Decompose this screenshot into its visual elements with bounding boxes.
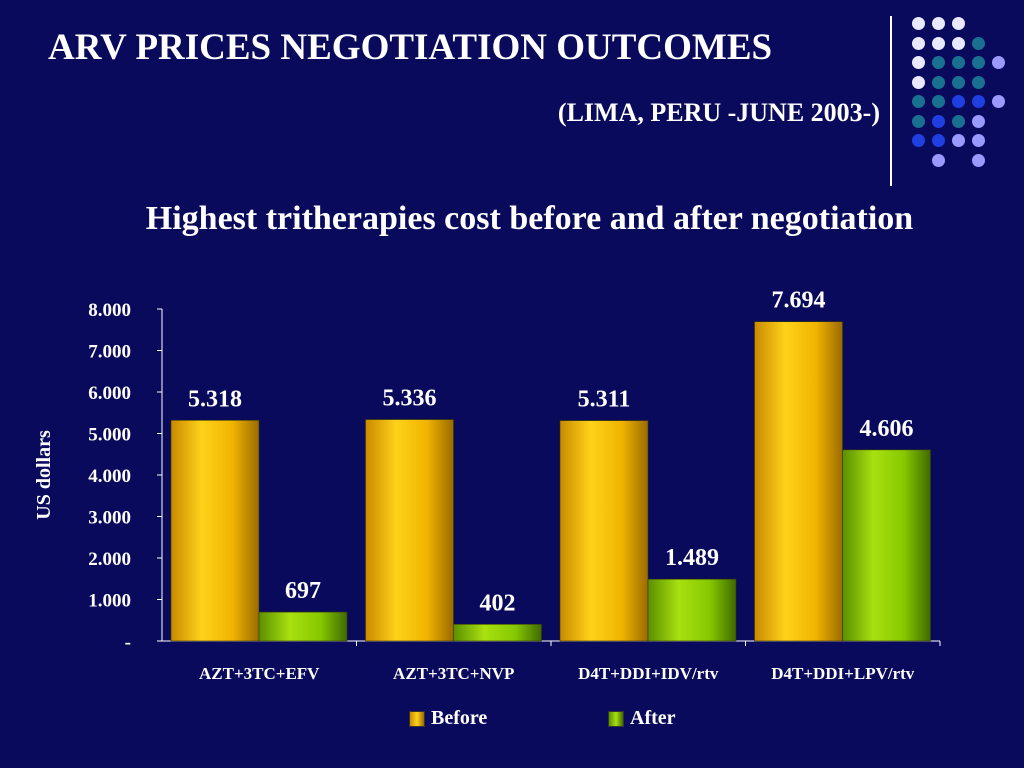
- bar-after: [258, 611, 348, 642]
- decorative-dot: [952, 75, 965, 89]
- decorative-dot: [952, 114, 965, 128]
- data-label: 4.606: [860, 416, 914, 442]
- data-label: 5.336: [383, 386, 437, 412]
- legend-item-after: After: [608, 707, 676, 730]
- decorative-dot: [912, 56, 925, 69]
- decorative-dot: [972, 134, 985, 147]
- legend-item-before: Before: [409, 707, 487, 730]
- legend-swatch-before: [409, 710, 425, 727]
- title-divider: [890, 16, 892, 186]
- chart-title: Highest tritherapies cost before and aft…: [145, 200, 914, 237]
- decorative-dot: [972, 56, 985, 69]
- decorative-dot: [952, 56, 965, 69]
- bar-after: [647, 578, 737, 642]
- decorative-dot: [932, 17, 945, 30]
- decorative-dot: [972, 95, 985, 108]
- decorative-dot: [992, 95, 1005, 108]
- x-tick-label: D4T+DDI+IDV/rtv: [578, 664, 719, 683]
- decorative-dot: [932, 153, 945, 167]
- bar-before: [170, 420, 260, 642]
- decorative-dot: [952, 17, 965, 30]
- decorative-dot: [932, 56, 945, 69]
- decorative-dot: [972, 153, 985, 167]
- decorative-dot: [912, 17, 925, 30]
- decorative-dot: [932, 75, 945, 89]
- decorative-dot: [952, 134, 965, 147]
- decorative-dot: [972, 75, 985, 89]
- decorative-dot: [992, 56, 1005, 69]
- y-tick-label: 1.000: [88, 591, 131, 612]
- bar-after: [453, 624, 542, 642]
- chart-bars: [170, 321, 931, 642]
- chart-axes: - 1.000 2.000 3.000 4.000 5.000 6.000 7.000 8.00…: [33, 300, 941, 683]
- decorative-dot: [952, 95, 965, 108]
- legend-label-after: After: [630, 707, 676, 729]
- decorative-dot: [972, 114, 985, 128]
- y-tick-label: 8.000: [88, 300, 131, 321]
- chart-legend: Before After: [0, 707, 1024, 735]
- decorative-dot: [972, 36, 985, 50]
- y-tick-label: 4.000: [88, 466, 131, 487]
- y-tick-label: 5.000: [88, 425, 131, 446]
- y-tick-label: 2.000: [88, 549, 131, 570]
- slide-title: ARV PRICES NEGOTIATION OUTCOMES: [48, 27, 773, 68]
- bar-before: [559, 420, 649, 642]
- y-tick-label: 7.000: [88, 342, 131, 363]
- bar-before: [365, 419, 454, 642]
- data-label: 7.694: [772, 288, 826, 314]
- x-tick-label: D4T+DDI+LPV/rtv: [771, 664, 915, 683]
- decorative-dot: [912, 114, 925, 128]
- decorative-dot: [952, 36, 965, 50]
- y-tick-label: 3.000: [88, 508, 131, 529]
- decorative-dot: [932, 134, 945, 147]
- slide-subtitle: (LIMA, PERU -JUNE 2003-): [557, 98, 880, 127]
- decorative-dot: [912, 95, 925, 108]
- bar-before: [754, 321, 843, 642]
- decorative-dot: [932, 114, 945, 128]
- x-tick-label: AZT+3TC+NVP: [393, 664, 514, 683]
- decorative-dot: [912, 134, 925, 147]
- y-tick-label: -: [125, 632, 131, 653]
- x-tick-label: AZT+3TC+EFV: [199, 664, 320, 683]
- data-label: 402: [480, 590, 516, 616]
- data-label: 1.489: [665, 545, 719, 571]
- data-label: 5.318: [188, 386, 242, 412]
- chart-data-labels: 5.318 697 5.336 402 5.311 1.489 7.694 4.606: [188, 288, 914, 617]
- data-label: 5.311: [578, 387, 631, 413]
- y-tick-label: 6.000: [88, 383, 131, 404]
- legend-swatch-after: [608, 710, 624, 727]
- decorative-dot: [912, 75, 925, 89]
- decorative-dot: [932, 95, 945, 108]
- legend-label-before: Before: [431, 707, 488, 729]
- bar-after: [842, 449, 931, 642]
- y-axis-label: US dollars: [33, 430, 55, 520]
- decorative-dot: [932, 36, 945, 50]
- decorative-dot: [912, 36, 925, 50]
- data-label: 697: [285, 578, 321, 604]
